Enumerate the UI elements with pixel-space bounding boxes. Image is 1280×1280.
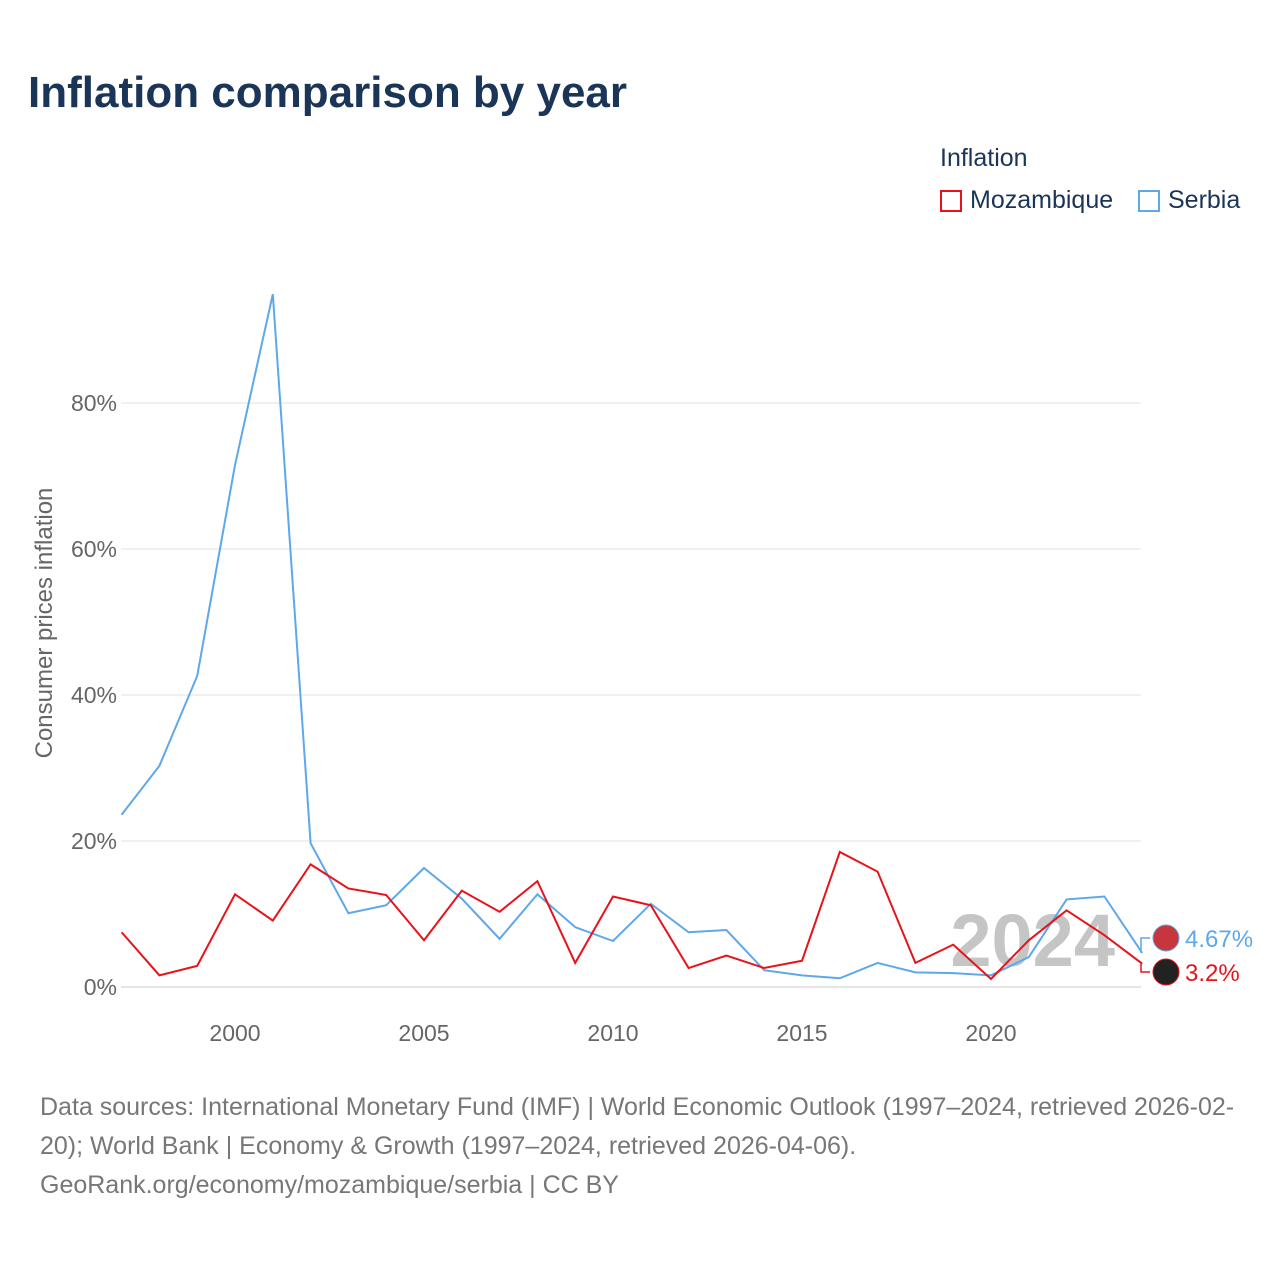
plot-area: 2024 Consumer prices inflation 0% 20% 40% 6… <box>31 294 1253 1046</box>
series-line-mozambique <box>120 850 1143 981</box>
y-tick-label: 80% <box>71 390 117 416</box>
legend-title: Inflation <box>940 144 1028 172</box>
chart-title: Inflation comparison by year <box>28 68 628 117</box>
legend-label: Mozambique <box>970 186 1114 214</box>
legend-item-mozambique[interactable]: Mozambique <box>940 186 1113 215</box>
y-tick-label: 60% <box>71 536 117 562</box>
end-connector <box>1140 937 1150 953</box>
year-watermark: 2024 <box>950 899 1115 982</box>
flag-icon-mozambique <box>1152 958 1180 986</box>
x-tick-label: 2010 <box>587 1020 638 1046</box>
flag-icon-serbia <box>1152 924 1180 952</box>
x-tick-label: 2000 <box>209 1020 260 1046</box>
y-tick-label: 0% <box>84 974 117 1000</box>
y-tick-label: 40% <box>71 682 117 708</box>
end-value-label: 3.2% <box>1185 960 1240 987</box>
source-link[interactable]: GeoRank.org/economy/mozambique/serbia | … <box>40 1171 619 1199</box>
end-connector <box>1140 963 1150 973</box>
legend-swatch-mozambique <box>940 189 962 212</box>
x-tick-label: 2020 <box>965 1020 1016 1046</box>
y-axis-label: Consumer prices inflation <box>31 488 58 759</box>
x-tick-label: 2015 <box>776 1020 827 1046</box>
x-tick-label: 2005 <box>398 1020 449 1046</box>
source-text: Data sources: International Monetary Fun… <box>40 1093 1235 1160</box>
series-line-serbia <box>120 294 1144 980</box>
legend-label: Serbia <box>1168 186 1241 214</box>
legend-item-serbia[interactable]: Serbia <box>1138 186 1240 215</box>
legend-swatch-serbia <box>1138 189 1160 212</box>
source-note: Data sources: International Monetary Fun… <box>40 1088 1250 1205</box>
end-value-label: 4.67% <box>1185 926 1253 953</box>
y-tick-label: 20% <box>71 828 117 854</box>
